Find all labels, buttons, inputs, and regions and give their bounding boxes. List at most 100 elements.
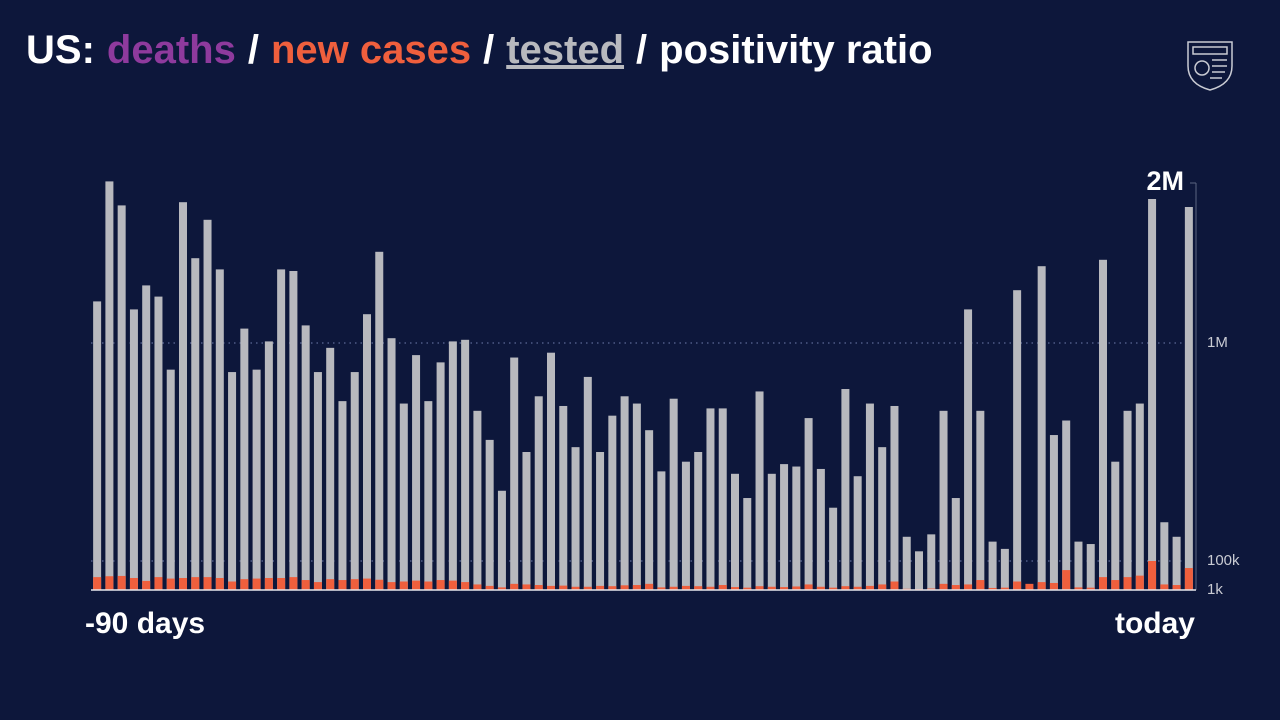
bar (829, 507, 838, 590)
title-part: positivity ratio (659, 28, 932, 72)
bar (179, 577, 187, 590)
bar (252, 369, 261, 590)
bar (166, 578, 175, 590)
bar (240, 328, 249, 590)
bar (289, 577, 298, 590)
bar (632, 403, 641, 590)
bar (645, 583, 654, 590)
bar (829, 587, 838, 590)
bar (301, 325, 310, 590)
bar (1148, 199, 1157, 590)
bar (731, 473, 739, 590)
x-tick-label: today (1115, 607, 1195, 640)
bar (681, 461, 690, 590)
bar (669, 398, 678, 590)
bar (497, 490, 506, 590)
bar (1025, 583, 1034, 590)
bar (142, 285, 151, 590)
bar (363, 314, 371, 590)
bar (547, 352, 555, 590)
bar (510, 357, 519, 590)
bar (755, 586, 764, 590)
bar (1184, 207, 1193, 590)
bar (203, 219, 212, 591)
bar (1123, 577, 1132, 590)
bar (363, 578, 371, 590)
bar (878, 584, 887, 590)
bar (436, 362, 445, 590)
bar (583, 586, 592, 590)
bar (485, 585, 494, 590)
bar (154, 296, 163, 590)
bar (547, 585, 555, 590)
bar (816, 468, 825, 590)
bar (1062, 570, 1071, 590)
bar (1184, 568, 1193, 590)
title-part: / (483, 28, 494, 72)
bar (461, 582, 470, 590)
bar (964, 309, 973, 590)
bar (694, 452, 703, 590)
bar (215, 269, 224, 590)
bar (338, 580, 347, 590)
bar (780, 587, 789, 590)
bar (93, 577, 102, 590)
bar (117, 205, 126, 590)
bar (804, 418, 813, 590)
title-part: / (248, 28, 259, 72)
bar (731, 587, 739, 590)
bar (743, 498, 752, 590)
bar (1123, 410, 1132, 590)
bar (1086, 587, 1095, 590)
chart-title: US: deaths / new cases / tested / positivity ra… (26, 28, 933, 72)
bar (313, 582, 322, 590)
bar (1172, 585, 1181, 590)
bar (129, 577, 138, 590)
title-part: tested (506, 28, 624, 72)
bar (485, 439, 494, 590)
bar (767, 473, 776, 590)
bar (1013, 290, 1022, 590)
bar (387, 338, 396, 590)
bar (583, 376, 592, 590)
bar (669, 586, 678, 590)
bar (142, 580, 151, 590)
bar (620, 396, 629, 590)
bar (890, 405, 899, 590)
bar (890, 581, 899, 590)
bar (105, 181, 114, 590)
bar (718, 585, 727, 590)
bar (951, 498, 960, 590)
bar (424, 401, 433, 590)
bar (706, 586, 715, 590)
bar (301, 580, 310, 590)
bar (129, 309, 138, 590)
bar (264, 341, 273, 590)
bar (559, 405, 568, 590)
bar (448, 580, 457, 590)
bar (313, 372, 322, 590)
bar (902, 536, 911, 590)
y-tick-label: 100k (1207, 552, 1240, 569)
bar (326, 347, 335, 590)
bar (1074, 587, 1083, 590)
bar (1037, 582, 1046, 590)
bar (816, 586, 825, 590)
bar (792, 466, 801, 590)
bar (1099, 259, 1107, 590)
bar (473, 584, 482, 590)
bar (559, 585, 568, 590)
bar (228, 581, 237, 590)
bar (976, 410, 985, 590)
bar (154, 577, 163, 590)
logo (1187, 41, 1233, 91)
bar (951, 585, 960, 590)
bar (620, 585, 629, 590)
bar (657, 471, 666, 590)
bar (767, 586, 776, 590)
bar (338, 401, 347, 590)
bar (277, 577, 286, 590)
bar (632, 585, 641, 590)
bar (215, 577, 224, 590)
bar (657, 587, 666, 590)
